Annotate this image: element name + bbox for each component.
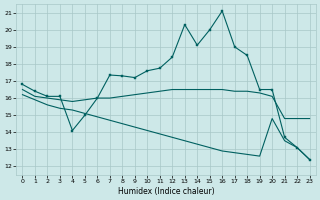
X-axis label: Humidex (Indice chaleur): Humidex (Indice chaleur) [118, 187, 214, 196]
